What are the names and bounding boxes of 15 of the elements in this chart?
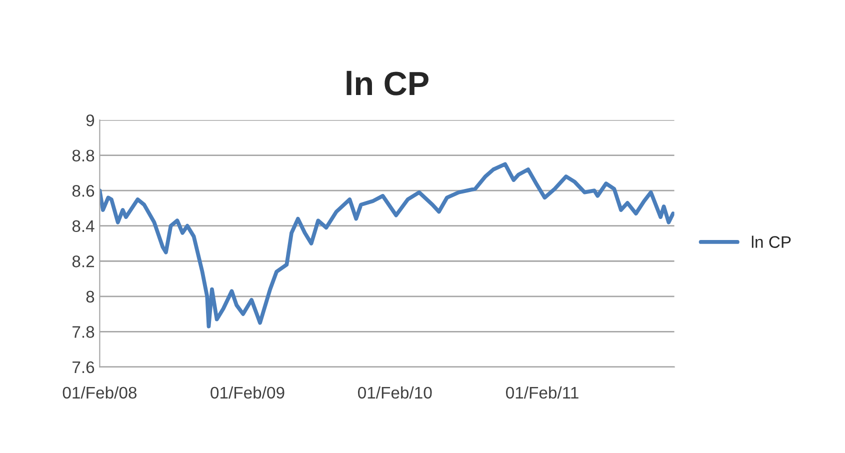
chart-title: ln CP [346,70,428,96]
legend-label: ln CP [752,236,791,248]
y-tick-label: 7.6 [72,361,94,374]
x-tick-label: 01/Feb/09 [210,386,284,399]
line-series [100,162,674,328]
y-tick-label: 7.8 [72,326,94,338]
y-tick-label: 8.4 [72,220,94,232]
y-tick-label: 8.8 [72,150,94,162]
y-tick-label: 8.6 [72,184,94,197]
y-tick-label: 9 [86,114,94,126]
y-tick-label: 8 [86,290,94,303]
y-tick-label: 8.2 [72,256,94,268]
x-tick-label: 01/Feb/11 [506,386,578,399]
x-tick-label: 01/Feb/10 [358,386,432,399]
x-tick-label: 01/Feb/08 [62,386,137,399]
